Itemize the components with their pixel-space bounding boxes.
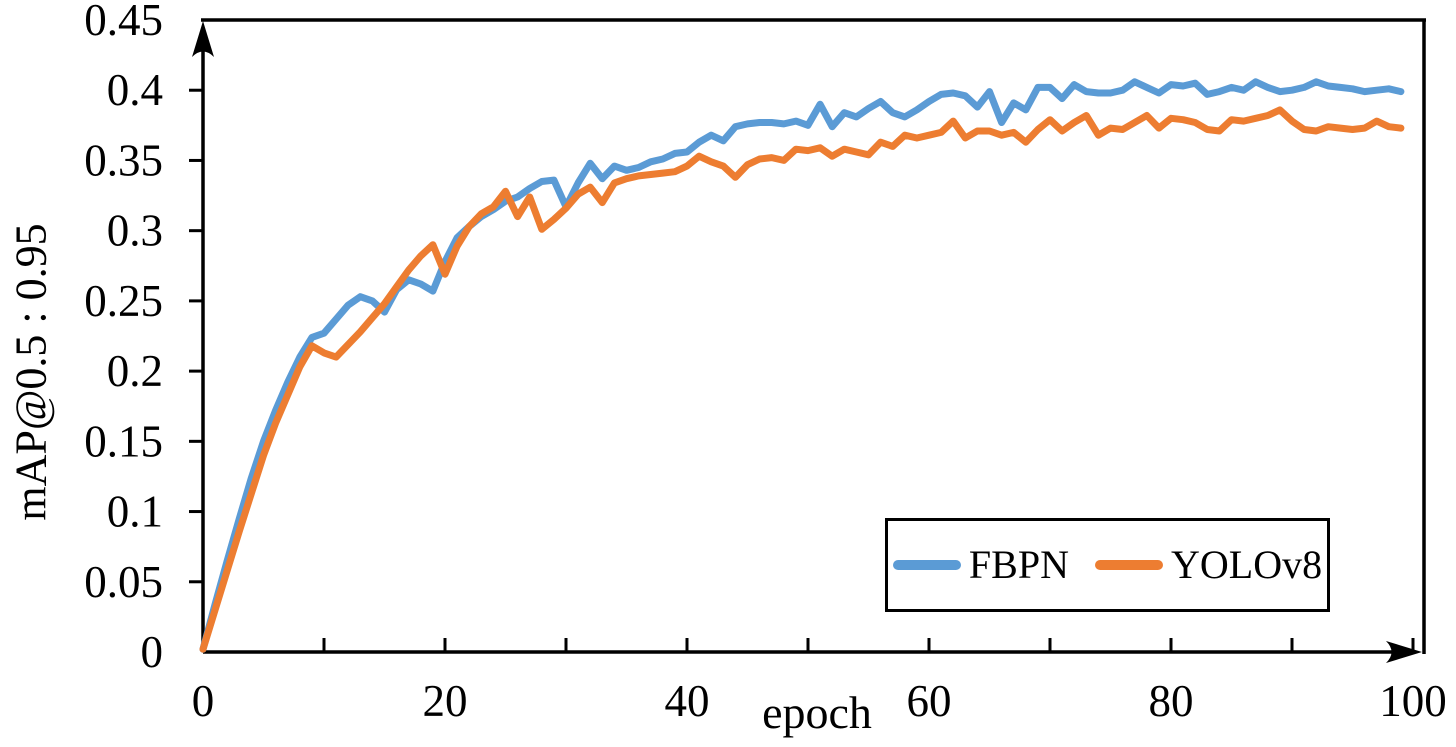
y-tick-label: 0.25 [84,276,163,326]
x-tick-label: 0 [192,676,215,726]
legend-entry-fbpn: FBPN [892,542,1069,587]
legend: FBPN YOLOv8 [885,518,1330,612]
x-axis [203,641,1422,663]
x-tick-label: 60 [907,676,952,726]
legend-label-fbpn: FBPN [968,542,1069,587]
y-axis [192,21,214,652]
x-axis-title: epoch [762,687,872,738]
x-tick-label: 20 [423,676,468,726]
y-tick-label: 0.45 [84,0,163,45]
series-line-fbpn [199,78,1405,653]
y-tick-marks [189,88,203,584]
fbpn-line-swatch [892,560,961,570]
legend-entry-yolov8: YOLOv8 [1094,542,1323,587]
series-line-yolov8 [199,106,1405,653]
series-lines [199,78,1405,653]
y-tick-labels: 0 0.05 0.1 0.15 0.2 0.25 0.3 0.35 0.4 0.45 [84,0,163,677]
x-tick-label: 80 [1149,676,1194,726]
y-tick-label: 0.1 [107,487,163,537]
x-tick-label: 40 [665,676,710,726]
y-tick-label: 0.2 [107,346,163,396]
legend-label-yolov8: YOLOv8 [1170,542,1323,587]
x-tick-labels: 0 20 40 60 80 100 [192,676,1447,726]
y-tick-label: 0.35 [84,135,163,185]
y-tick-label: 0.3 [107,206,163,256]
x-tick-label: 100 [1379,676,1447,726]
y-tick-label: 0.15 [84,416,163,466]
plot-frame [201,18,1426,654]
x-tick-marks [322,638,1415,652]
y-tick-label: 0.05 [84,557,163,607]
y-tick-label: 0.4 [107,65,163,115]
y-axis-title: mAP@0.5 : 0.95 [6,223,56,521]
yolov8-line-swatch [1094,560,1163,570]
y-tick-label: 0 [141,627,164,677]
